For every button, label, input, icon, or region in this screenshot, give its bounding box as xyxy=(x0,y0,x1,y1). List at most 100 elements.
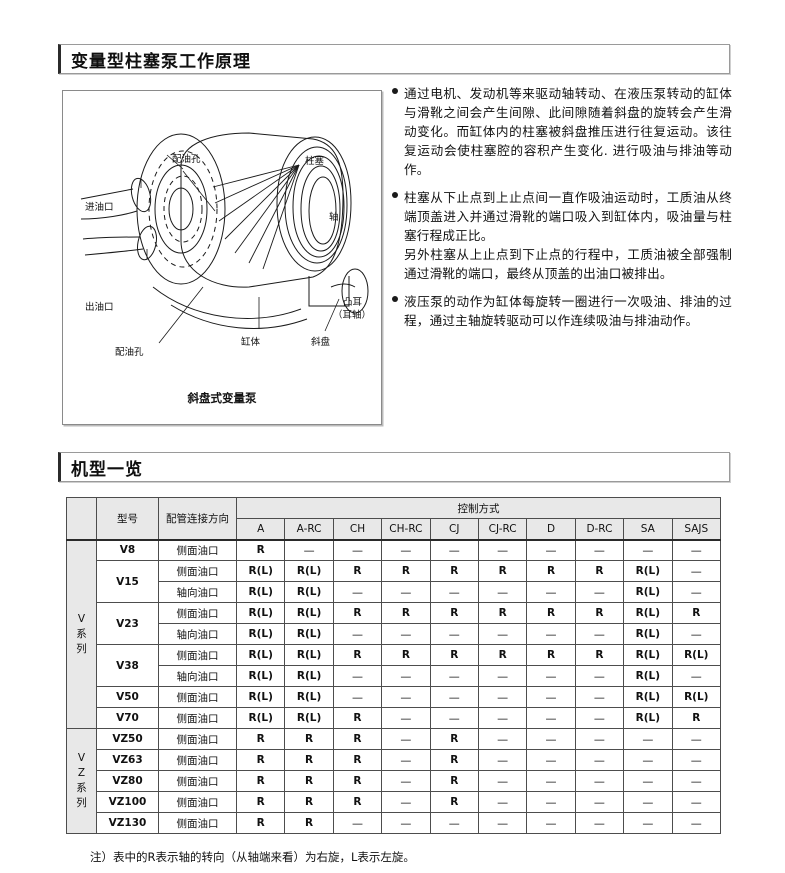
control-value-cell: — xyxy=(429,707,479,729)
control-value-cell: — xyxy=(381,686,431,708)
table-row: VZ100 侧面油口 R R R — R — — — — — xyxy=(67,791,722,813)
control-value-cell: — xyxy=(574,581,625,603)
header-control-sajs: SAJS xyxy=(671,518,722,541)
bullet-dot-icon xyxy=(392,292,404,330)
model-name-cell: V38 xyxy=(96,644,159,687)
piping-direction-cell: 侧面油口 xyxy=(158,791,237,813)
header-control-d: D xyxy=(526,518,576,541)
control-value-cell: — xyxy=(429,686,479,708)
control-value-cell: R xyxy=(235,749,286,771)
diagram-label-cylinder-body: 缸体 xyxy=(241,337,261,348)
control-value-cell: — xyxy=(623,728,673,750)
control-value-cell: R xyxy=(332,728,383,750)
series-label-char: V xyxy=(77,752,86,764)
control-value-cell: — xyxy=(381,539,431,561)
table-row: 轴向油口 R(L) R(L) — — — — — — R(L) — xyxy=(67,581,722,603)
control-value-cell: R xyxy=(332,644,383,666)
piping-direction-cell: 轴向油口 xyxy=(158,665,237,687)
header-control-a-rc: A-RC xyxy=(284,518,334,541)
header-series-corner xyxy=(66,497,97,541)
control-value-cell: — xyxy=(526,791,576,813)
diagram-label-trunnion-1: 凸耳 xyxy=(343,297,363,308)
bullet-dot-icon xyxy=(392,188,404,283)
bullet-item: 柱塞从下止点到上止点间一直作吸油运动时，工质油从终端顶盖进入并通过滑靴的端口吸入… xyxy=(392,188,732,283)
control-value-cell: — xyxy=(332,686,383,708)
header-direction: 配管连接方向 xyxy=(158,497,237,541)
control-value-cell: R xyxy=(574,560,625,582)
control-value-cell: R(L) xyxy=(284,665,334,687)
control-value-cell: R xyxy=(429,602,479,624)
control-value-cell: — xyxy=(623,812,673,834)
control-value-cell: — xyxy=(526,581,576,603)
control-value-cell: R xyxy=(429,770,479,792)
control-value-cell: — xyxy=(429,665,479,687)
table-row: V70 侧面油口 R(L) R(L) R — — — — — R(L) R xyxy=(67,707,722,729)
header-control-ch-rc: CH-RC xyxy=(381,518,431,541)
control-value-cell: R(L) xyxy=(623,665,673,687)
series-label-char: V xyxy=(77,612,86,625)
control-value-cell: R(L) xyxy=(284,560,334,582)
control-value-cell: — xyxy=(381,770,431,792)
series-label-char: 系 xyxy=(76,782,87,794)
control-value-cell: — xyxy=(429,581,479,603)
diagram-label-swash-plate: 斜盘 xyxy=(311,337,331,348)
control-value-cell: — xyxy=(526,686,576,708)
control-value-cell: — xyxy=(671,560,722,582)
control-value-cell: — xyxy=(671,812,722,834)
control-value-cell: R xyxy=(429,749,479,771)
control-value-cell: — xyxy=(574,623,625,645)
piping-direction-cell: 轴向油口 xyxy=(158,623,237,645)
control-value-cell: — xyxy=(623,749,673,771)
diagram-label-plunger: 柱塞 xyxy=(305,156,325,167)
control-value-cell: — xyxy=(671,623,722,645)
control-value-cell: R(L) xyxy=(235,686,286,708)
control-value-cell: — xyxy=(332,665,383,687)
model-name-cell: V15 xyxy=(96,560,159,603)
control-value-cell: — xyxy=(574,707,625,729)
control-value-cell: R xyxy=(381,560,431,582)
model-name-cell: V70 xyxy=(96,707,159,729)
control-value-cell: — xyxy=(332,812,383,834)
control-value-cell: — xyxy=(477,812,528,834)
control-value-cell: R xyxy=(429,728,479,750)
page-title-principle: 变量型柱塞泵工作原理 xyxy=(71,51,251,72)
control-value-cell: R xyxy=(284,770,334,792)
control-value-cell: — xyxy=(623,539,673,561)
piping-direction-cell: 侧面油口 xyxy=(158,686,237,708)
control-value-cell: R(L) xyxy=(284,707,334,729)
control-value-cell: — xyxy=(526,707,576,729)
control-value-cell: — xyxy=(526,749,576,771)
control-value-cell: — xyxy=(671,539,722,561)
model-table-container: 型号 配管连接方向 控制方式 A A-RC CH CH-RC CJ CJ-RC D D-RC S… xyxy=(66,497,722,834)
piping-direction-cell: 侧面油口 xyxy=(158,539,237,561)
control-value-cell: — xyxy=(671,728,722,750)
diagram-label-oil-hole-bottom: 配油孔 xyxy=(115,347,144,358)
control-value-cell: R(L) xyxy=(284,581,334,603)
table-row: V50 侧面油口 R(L) R(L) — — — — — — R(L) R(L) xyxy=(67,686,722,708)
control-value-cell: R(L) xyxy=(235,602,286,624)
model-name-cell: VZ63 xyxy=(96,749,159,771)
control-value-cell: — xyxy=(332,623,383,645)
model-name-cell: VZ130 xyxy=(96,812,159,834)
control-value-cell: — xyxy=(526,539,576,561)
control-value-cell: R(L) xyxy=(284,686,334,708)
control-value-cell: R(L) xyxy=(235,581,286,603)
control-value-cell: — xyxy=(477,581,528,603)
header-control-cj-rc: CJ-RC xyxy=(477,518,528,541)
control-value-cell: — xyxy=(477,623,528,645)
table-row: V Z 系列 VZ50 侧面油口 R R R — R — — — — — xyxy=(66,728,722,834)
control-value-cell: — xyxy=(574,749,625,771)
control-value-cell: — xyxy=(671,770,722,792)
control-value-cell: R(L) xyxy=(671,686,722,708)
header-model: 型号 xyxy=(96,497,159,541)
piping-direction-cell: 侧面油口 xyxy=(158,812,237,834)
piping-direction-cell: 侧面油口 xyxy=(158,560,237,582)
table-row: V38 侧面油口 R(L) R(L) R R R R R R R(L) R(L) xyxy=(67,644,722,687)
control-value-cell: — xyxy=(623,770,673,792)
piping-direction-cell: 侧面油口 xyxy=(158,770,237,792)
table-body: V 系列 V8 侧面油口 R — — — — — — — — — V15 侧面油口 R(L) R(L) R R R R R R… xyxy=(66,539,722,834)
control-value-cell: — xyxy=(477,665,528,687)
control-value-cell: — xyxy=(574,770,625,792)
control-value-cell: R xyxy=(235,812,286,834)
control-value-cell: R(L) xyxy=(235,560,286,582)
